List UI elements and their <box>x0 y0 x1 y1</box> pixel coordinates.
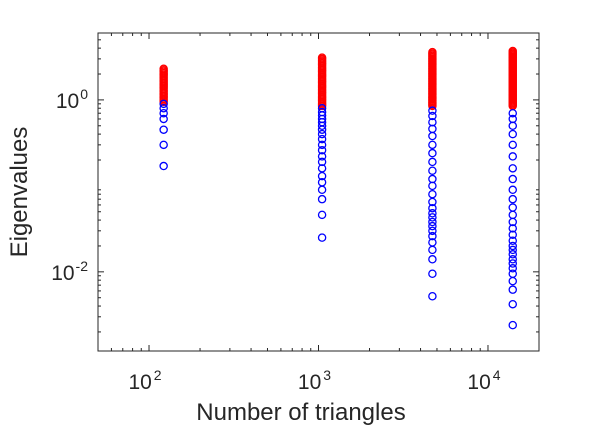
data-point-red <box>317 53 327 62</box>
data-point-blue <box>317 233 327 242</box>
data-point-blue <box>317 194 327 204</box>
data-point-blue <box>508 164 517 173</box>
data-point-blue <box>508 255 517 264</box>
data-point-blue <box>428 292 437 301</box>
data-point-blue <box>428 226 437 236</box>
data-point-blue <box>159 114 168 124</box>
data-point-blue <box>428 189 437 199</box>
data-point-blue <box>508 320 517 330</box>
data-point-blue <box>428 238 437 247</box>
data-point-blue <box>428 213 437 222</box>
data-point-blue <box>317 129 327 139</box>
data-point-blue <box>508 285 517 294</box>
data-point-blue <box>428 106 437 115</box>
x-tick-label: 10 3 <box>298 367 331 394</box>
data-point-blue <box>428 203 437 213</box>
data-point-red <box>159 64 168 74</box>
data-point-blue <box>317 107 327 117</box>
data-point-blue <box>508 114 517 124</box>
data-point-blue <box>159 140 168 150</box>
data-point-blue <box>508 236 517 245</box>
x-tick-label: 10 4 <box>467 367 500 394</box>
data-point-blue <box>508 140 517 150</box>
data-point-blue <box>508 269 517 279</box>
data-point-blue <box>317 210 327 220</box>
data-point-blue <box>317 145 327 155</box>
data-point-blue <box>508 250 517 259</box>
data-point-blue <box>428 209 437 218</box>
data-point-blue <box>508 174 517 184</box>
data-point-blue <box>317 103 327 113</box>
data-point-blue <box>428 221 437 231</box>
data-point-blue <box>428 111 437 121</box>
data-point-blue <box>508 299 517 309</box>
data-point-blue <box>508 264 517 273</box>
data-point-blue <box>508 245 517 255</box>
axis-tick-labels: 10 2 10 3 10 4 100 10-2 <box>51 86 501 394</box>
data-point-blue <box>428 157 437 167</box>
data-point-blue <box>508 108 517 118</box>
data-marks <box>159 46 517 330</box>
data-point-blue <box>317 178 327 187</box>
data-point-blue <box>159 99 168 109</box>
x-axis-label: Number of triangles <box>196 399 405 426</box>
data-point-blue <box>508 129 517 139</box>
data-point-red <box>428 47 437 57</box>
data-point-blue <box>317 140 327 150</box>
data-point-blue <box>317 157 327 167</box>
data-point-blue <box>508 152 517 161</box>
y-tick-label: 100 <box>56 86 88 113</box>
data-point-blue <box>508 224 517 233</box>
data-point-blue <box>159 108 168 118</box>
data-point-blue <box>508 203 517 212</box>
axis-ticks <box>98 33 539 351</box>
data-point-blue <box>428 117 437 127</box>
data-point-red <box>508 46 517 56</box>
data-point-blue <box>428 148 437 158</box>
y-tick-label: 10-2 <box>51 258 88 285</box>
data-point-blue <box>159 125 168 134</box>
data-point-blue <box>317 134 327 144</box>
data-point-blue <box>508 185 517 195</box>
data-point-blue <box>317 152 327 161</box>
data-point-blue <box>508 259 517 268</box>
data-point-blue <box>508 241 517 251</box>
data-point-blue <box>508 230 517 240</box>
data-point-blue <box>428 269 437 279</box>
data-point-blue <box>428 174 437 184</box>
data-point-blue <box>159 161 168 171</box>
data-point-blue <box>428 255 437 264</box>
data-point-blue <box>428 166 437 175</box>
data-point-blue <box>428 217 437 227</box>
data-point-blue <box>508 194 517 204</box>
data-point-blue <box>428 140 437 150</box>
data-point-blue <box>428 231 437 241</box>
data-point-blue <box>159 103 168 113</box>
y-axis-label: Eigenvalues <box>6 127 33 258</box>
x-tick-label: 10 2 <box>128 367 161 394</box>
data-point-blue <box>317 164 327 173</box>
